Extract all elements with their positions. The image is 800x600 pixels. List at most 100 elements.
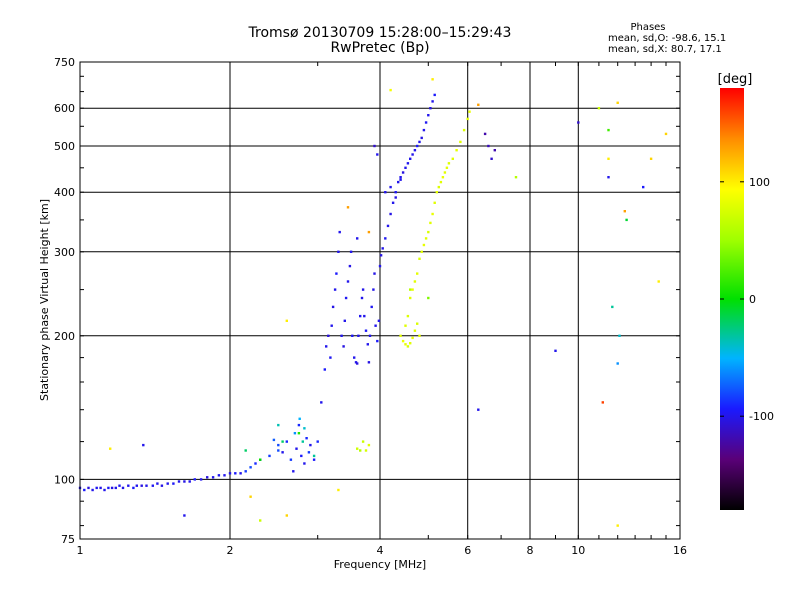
data-point-o (160, 484, 164, 487)
data-point-o (389, 185, 392, 189)
data-point-o (384, 191, 387, 194)
data-point-o (416, 144, 419, 148)
data-point-x (401, 339, 405, 343)
data-point-o (329, 356, 332, 359)
data-point-o (490, 157, 493, 160)
data-point-o (327, 334, 330, 337)
data-point-x (418, 334, 421, 337)
data-point-other (514, 176, 518, 179)
data-point-x (361, 440, 365, 443)
data-point-o (320, 401, 323, 404)
data-point-o (211, 476, 215, 479)
data-point-o (373, 144, 376, 148)
data-point-o (151, 484, 154, 487)
colorbar-ticks: 100 0 -100 (720, 176, 774, 423)
data-point-x (356, 447, 359, 450)
data-point-o (335, 272, 338, 275)
x-tick-label: 10 (571, 544, 585, 557)
data-point-x (435, 191, 438, 194)
data-point-o (140, 484, 143, 487)
data-point-o (83, 488, 86, 492)
data-point-o (372, 288, 375, 291)
data-point-o (357, 334, 360, 337)
y-tick-label: 200 (54, 330, 75, 343)
data-point-o (349, 250, 353, 253)
data-point-other (618, 334, 621, 337)
data-point-o (166, 482, 169, 485)
chart-title: Tromsø 20130709 15:28:00–15:29:43 (248, 25, 512, 41)
data-point-x (109, 447, 112, 450)
data-point-o (420, 136, 423, 140)
data-point-x (409, 296, 412, 300)
data-point-x (399, 334, 402, 337)
data-point-o (401, 171, 405, 174)
colorbar-tick-label: 0 (749, 293, 756, 306)
phase-stats-x: mean, sd,X: 80.7, 17.1 (608, 44, 722, 55)
data-point-o (391, 201, 395, 204)
data-point-o (325, 345, 328, 348)
phase-stats-heading: Phases (630, 22, 666, 33)
data-point-x (416, 322, 419, 325)
data-point-o (239, 472, 242, 475)
data-point-x (451, 157, 454, 160)
data-point-o (223, 474, 226, 477)
data-point-other (359, 449, 362, 452)
data-point-x (441, 176, 445, 179)
data-point-other (625, 218, 628, 222)
data-point-o (331, 305, 335, 309)
y-tick-label: 500 (54, 140, 75, 153)
data-point-x (623, 210, 626, 213)
data-point-x (413, 280, 417, 283)
data-point-o (399, 178, 402, 181)
chart-subtitle: RwPretec (Bp) (330, 40, 430, 56)
data-point-o (268, 454, 271, 458)
data-point-o (333, 288, 337, 291)
data-point-x (418, 257, 421, 260)
y-tick-label: 75 (61, 533, 75, 546)
data-point-o (316, 440, 319, 443)
data-point-o (292, 470, 295, 473)
data-point-o (487, 144, 490, 148)
data-point-x (420, 250, 423, 253)
data-point-x (367, 443, 371, 447)
data-point-o (483, 132, 487, 136)
data-point-x (447, 162, 451, 165)
data-point-o (386, 224, 390, 228)
data-point-o (366, 343, 369, 346)
data-point-o (337, 250, 340, 253)
data-point-o (305, 437, 308, 440)
data-point-o (394, 196, 397, 199)
data-point-o (360, 296, 364, 300)
data-point-x (649, 157, 653, 160)
data-point-o (377, 319, 381, 322)
data-point-x (427, 296, 430, 300)
data-point-x (433, 201, 436, 204)
data-point-x (249, 495, 252, 498)
data-point-o (114, 486, 117, 490)
data-point-o (285, 440, 288, 443)
data-point-o (427, 114, 430, 117)
axis-ticks: 1 2 4 6 8 10 16 75 100 200 300 400 500 600 750 (54, 56, 687, 557)
y-tick-label: 400 (54, 186, 75, 199)
data-point-other (601, 401, 604, 404)
data-point-o (367, 361, 371, 364)
data-point-o (406, 162, 410, 165)
data-point-o (177, 480, 181, 483)
data-point-o (361, 288, 365, 291)
y-tick-label: 600 (54, 102, 75, 115)
data-point-o (340, 334, 343, 337)
data-point-o (411, 153, 414, 156)
y-tick-label: 100 (54, 473, 75, 486)
data-point-other (244, 449, 247, 452)
data-point-o (429, 107, 432, 110)
data-point-other (312, 454, 316, 458)
data-point-other (277, 423, 280, 427)
data-point-o (121, 486, 125, 490)
data-point-x (404, 324, 407, 327)
data-point-o (312, 458, 316, 461)
data-point-o (424, 121, 428, 124)
data-point-o (145, 484, 148, 487)
x-tick-label: 4 (377, 544, 384, 557)
data-point-other (477, 103, 480, 106)
